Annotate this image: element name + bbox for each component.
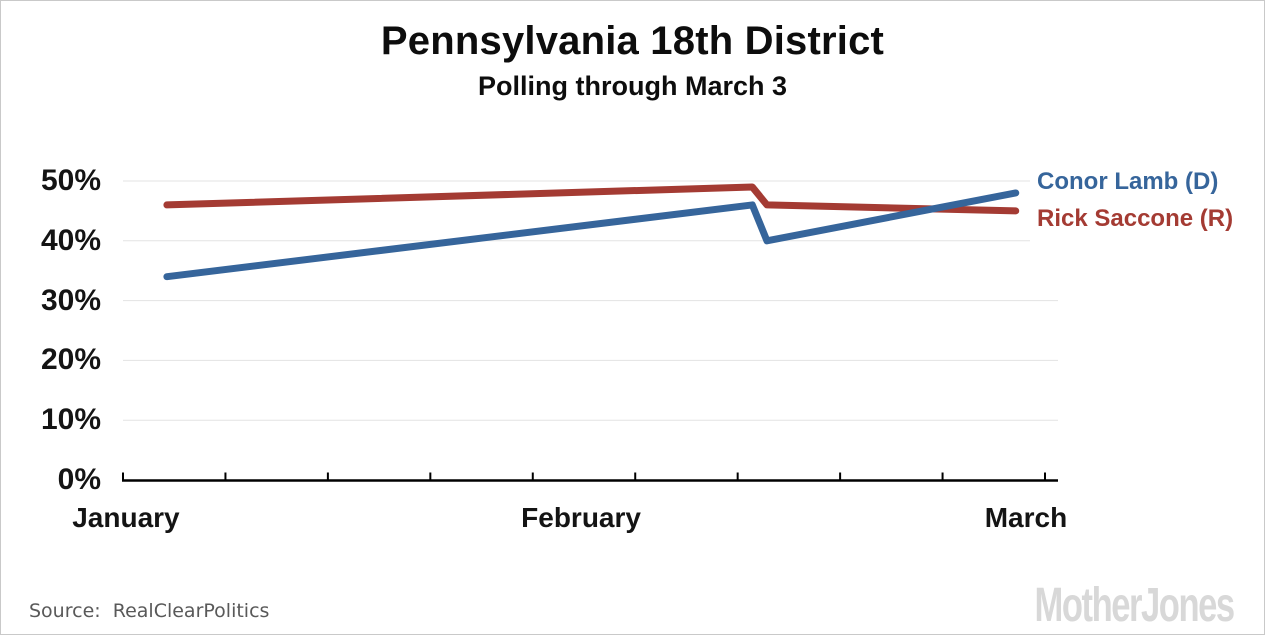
chart-title: Pennsylvania 18th District [380, 19, 885, 63]
source-note: Source: RealClearPolitics [29, 600, 270, 622]
legend-rick-saccone-r: Rick Saccone (R) [1037, 204, 1234, 234]
x-label-february: February [521, 502, 641, 533]
rick-saccone-r-line [163, 183, 1020, 215]
x-label-march: March [984, 502, 1068, 533]
motherjones-logo: MotherJones [1034, 579, 1236, 632]
y-tick-label-40pct: 40% [40, 223, 101, 257]
conor-lamb-d-line [163, 189, 1020, 281]
y-tick-label-30pct: 30% [40, 283, 101, 317]
legend-conor-lamb-d: Conor Lamb (D) [1037, 167, 1219, 197]
y-tick-label-10pct: 10% [40, 403, 101, 437]
y-tick-label-0pct: 0% [57, 463, 101, 496]
y-tick-label-20pct: 20% [40, 343, 101, 377]
y-tick-label-50pct: 50% [40, 164, 101, 197]
x-label-january: January [72, 502, 180, 533]
chart-subtitle: Polling through March 3 [478, 71, 787, 101]
